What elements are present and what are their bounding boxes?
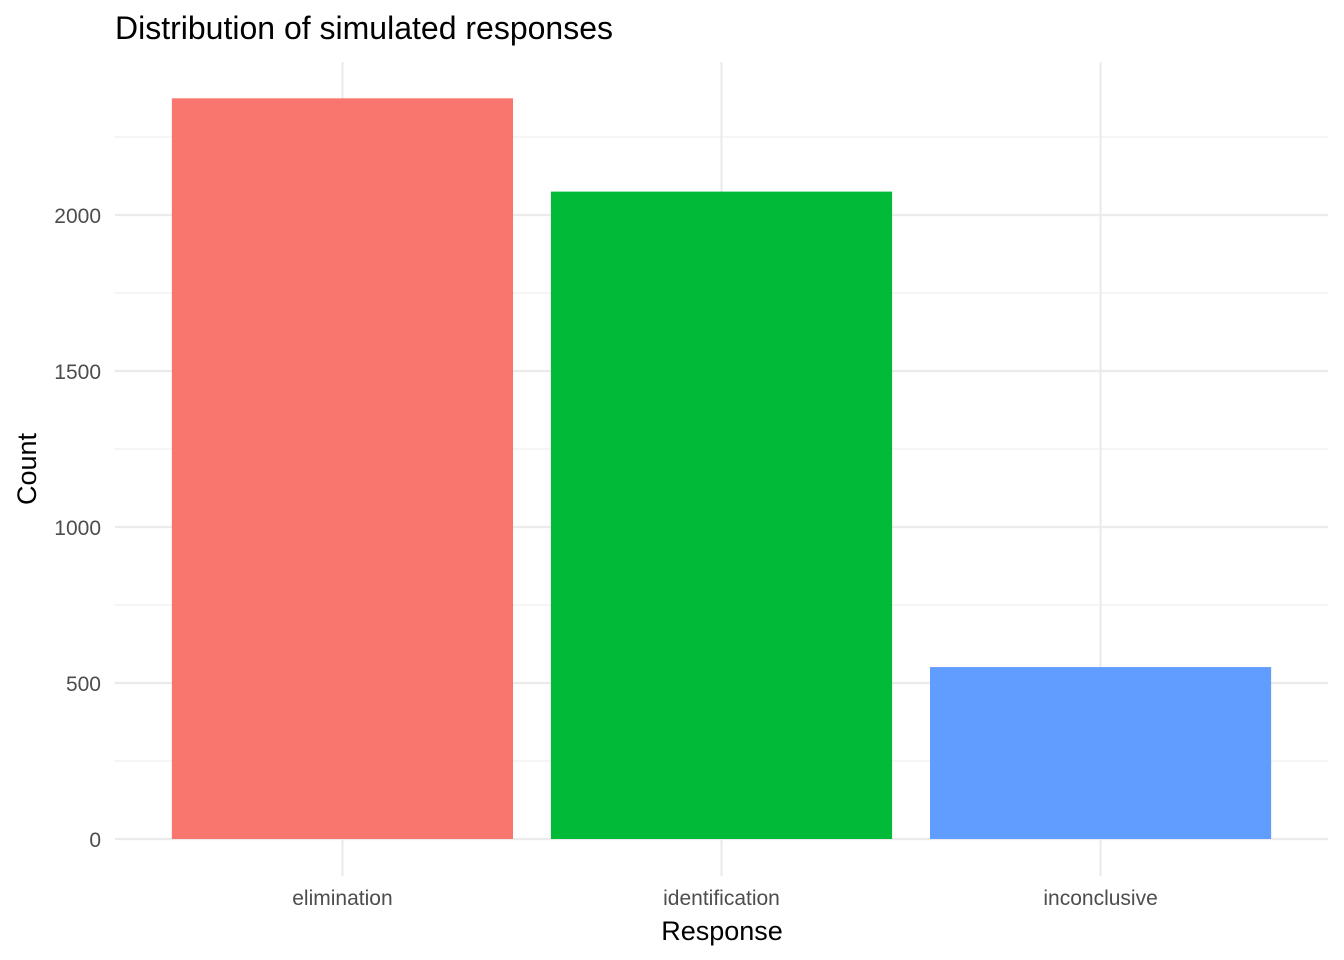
y-axis-tick-labels: 0 500 1000 1500 2000 [54, 205, 101, 852]
x-tick-label-inconclusive: inconclusive [1043, 887, 1157, 910]
bar-identification [550, 191, 893, 840]
bar-inconclusive [929, 667, 1272, 839]
y-tick-label-2: 1000 [54, 517, 101, 540]
x-axis-title: Response [661, 916, 783, 946]
bars [171, 98, 1272, 840]
y-tick-label-4: 2000 [54, 205, 101, 228]
y-tick-label-1: 500 [66, 673, 101, 696]
chart-title: Distribution of simulated responses [115, 10, 613, 46]
x-tick-label-elimination: elimination [292, 887, 392, 910]
x-axis-tick-labels: elimination identification inconclusive [292, 887, 1158, 910]
x-tick-label-identification: identification [663, 887, 780, 910]
bar-elimination [171, 98, 514, 839]
y-tick-label-0: 0 [89, 829, 101, 852]
y-tick-label-3: 1500 [54, 361, 101, 384]
y-axis-title: Count [12, 432, 42, 505]
